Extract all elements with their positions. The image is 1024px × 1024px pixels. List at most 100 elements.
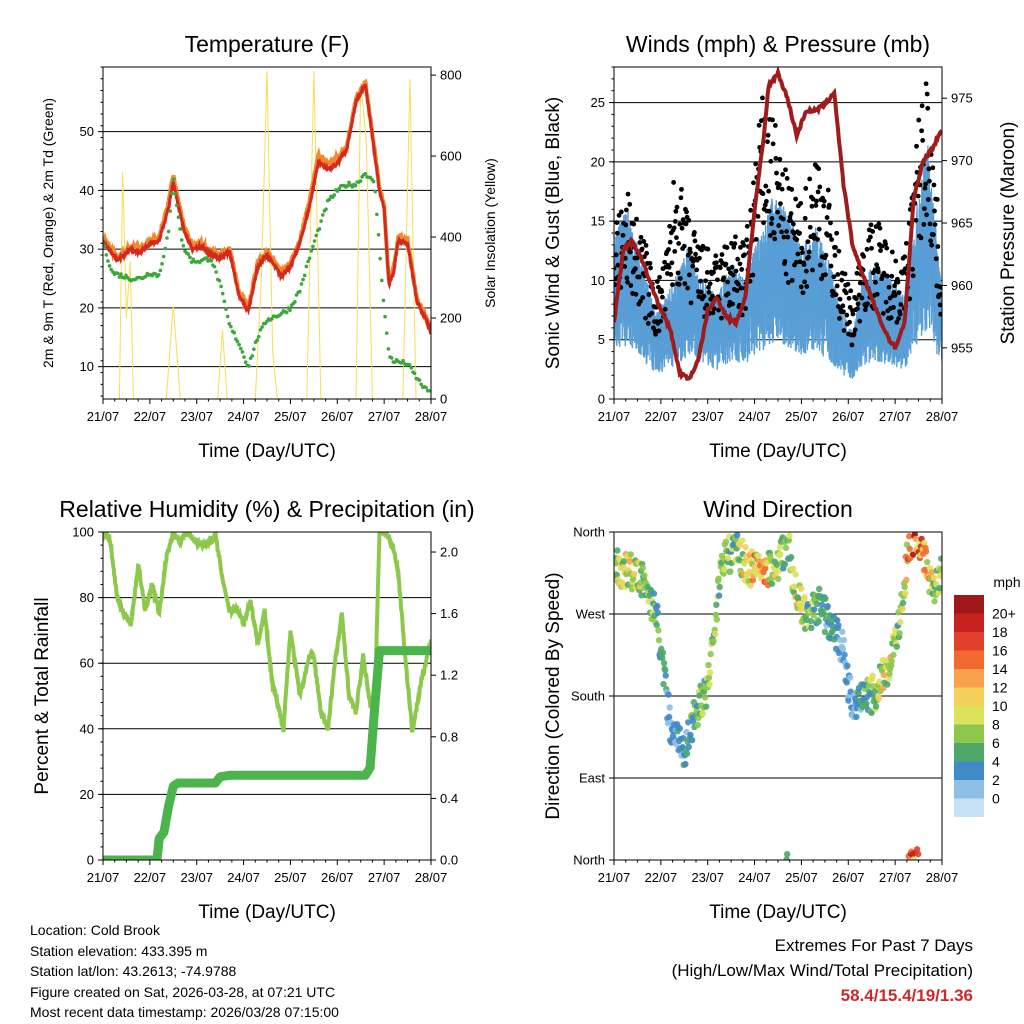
gust-point bbox=[815, 189, 821, 195]
gust-point bbox=[668, 272, 674, 277]
gust-point bbox=[678, 195, 684, 201]
direction-point bbox=[781, 561, 789, 568]
gust-point bbox=[854, 270, 860, 276]
gust-point bbox=[645, 321, 651, 326]
gust-point bbox=[800, 290, 806, 296]
direction-point bbox=[901, 583, 908, 591]
gust-point bbox=[623, 222, 629, 228]
gust-point bbox=[897, 311, 903, 317]
gust-point bbox=[857, 318, 863, 324]
direction-point bbox=[685, 719, 692, 726]
gust-point bbox=[734, 288, 740, 293]
gust-point bbox=[769, 216, 775, 221]
direction-point bbox=[835, 622, 842, 629]
dewpoint-point bbox=[320, 213, 325, 217]
plot-area bbox=[103, 532, 431, 860]
gust-point bbox=[636, 274, 642, 280]
solar-insolation-line bbox=[103, 70, 431, 399]
gust-point bbox=[750, 272, 756, 278]
gust-point bbox=[805, 239, 811, 245]
gust-point bbox=[774, 170, 779, 176]
direction-point bbox=[818, 601, 826, 608]
gust-point bbox=[826, 202, 832, 208]
dewpoint-point bbox=[299, 282, 304, 286]
dewpoint-point bbox=[117, 275, 122, 279]
dewpoint-point bbox=[309, 249, 314, 253]
direction-point bbox=[922, 548, 930, 555]
dewpoint-point bbox=[165, 236, 169, 240]
gust-point bbox=[842, 271, 848, 277]
legend-label: 12 bbox=[992, 680, 1008, 696]
gust-point bbox=[667, 239, 673, 245]
gust-point bbox=[627, 201, 633, 207]
gust-point bbox=[895, 279, 901, 285]
gust-point bbox=[817, 262, 823, 268]
gust-point bbox=[766, 208, 772, 214]
gust-point bbox=[763, 183, 769, 189]
direction-point bbox=[690, 718, 697, 725]
direction-point bbox=[896, 629, 903, 637]
y-tick-label: 80 bbox=[80, 590, 94, 605]
direction-point bbox=[822, 595, 829, 602]
gust-point bbox=[914, 143, 919, 149]
gust-point bbox=[730, 272, 736, 278]
dewpoint-point bbox=[229, 324, 233, 329]
x-tick-label: 26/07 bbox=[321, 870, 354, 885]
dewpoint-point bbox=[312, 239, 317, 243]
gust-point bbox=[772, 236, 778, 242]
gust-point bbox=[753, 161, 759, 167]
direction-point bbox=[903, 576, 910, 584]
gust-point bbox=[794, 237, 800, 243]
plot-area bbox=[614, 532, 942, 860]
gust-point bbox=[817, 184, 823, 190]
direction-point bbox=[844, 662, 851, 669]
gust-point bbox=[674, 235, 679, 241]
x-tick-label: 24/07 bbox=[738, 409, 771, 424]
gust-point bbox=[910, 273, 916, 279]
dewpoint-point bbox=[143, 274, 148, 279]
gust-point bbox=[844, 312, 850, 318]
direction-point bbox=[931, 598, 938, 605]
y-tick-label: 40 bbox=[80, 721, 94, 736]
gust-point bbox=[674, 204, 680, 210]
direction-point bbox=[824, 603, 831, 610]
plot-frame bbox=[102, 66, 432, 400]
chart-panel-1: Temperature (F) Time (Day/UTC) 2m & 9m T (… bbox=[40, 31, 498, 462]
gust-point bbox=[694, 267, 700, 273]
gust-point bbox=[850, 311, 856, 317]
y-tick-label: 20 bbox=[80, 300, 94, 315]
dewpoint-point bbox=[179, 238, 184, 242]
gust-point bbox=[907, 296, 913, 302]
direction-point bbox=[777, 551, 784, 558]
y-tick-label: North bbox=[573, 525, 605, 540]
gust-point bbox=[798, 200, 804, 206]
gust-point bbox=[701, 293, 707, 299]
gust-point bbox=[683, 221, 689, 227]
direction-point bbox=[665, 713, 673, 721]
gust-point bbox=[810, 267, 815, 273]
direction-point bbox=[655, 627, 662, 634]
y-axis-label: Percent & Total Rainfall bbox=[32, 597, 53, 794]
dewpoint-point bbox=[214, 270, 218, 274]
gust-point bbox=[782, 258, 788, 264]
gust-point bbox=[733, 268, 739, 274]
gust-point bbox=[938, 311, 942, 317]
x-tick-label: 25/07 bbox=[785, 870, 818, 885]
gust-point bbox=[710, 293, 715, 299]
gust-point bbox=[784, 228, 790, 234]
gust-point bbox=[793, 259, 799, 265]
x-tick-label: 26/07 bbox=[321, 409, 354, 424]
direction-point bbox=[843, 679, 850, 686]
gust-point bbox=[632, 266, 638, 272]
gust-point bbox=[627, 249, 633, 255]
dewpoint-point bbox=[345, 184, 350, 188]
y2-tick-label: 400 bbox=[440, 230, 462, 245]
gust-point bbox=[898, 302, 904, 307]
gust-point bbox=[793, 196, 799, 202]
gust-point bbox=[773, 156, 779, 161]
y-tick-label: 60 bbox=[80, 656, 94, 671]
dewpoint-point bbox=[378, 256, 382, 261]
gust-point bbox=[831, 274, 837, 280]
dewpoint-point bbox=[294, 293, 299, 297]
dewpoint-point bbox=[358, 179, 363, 183]
